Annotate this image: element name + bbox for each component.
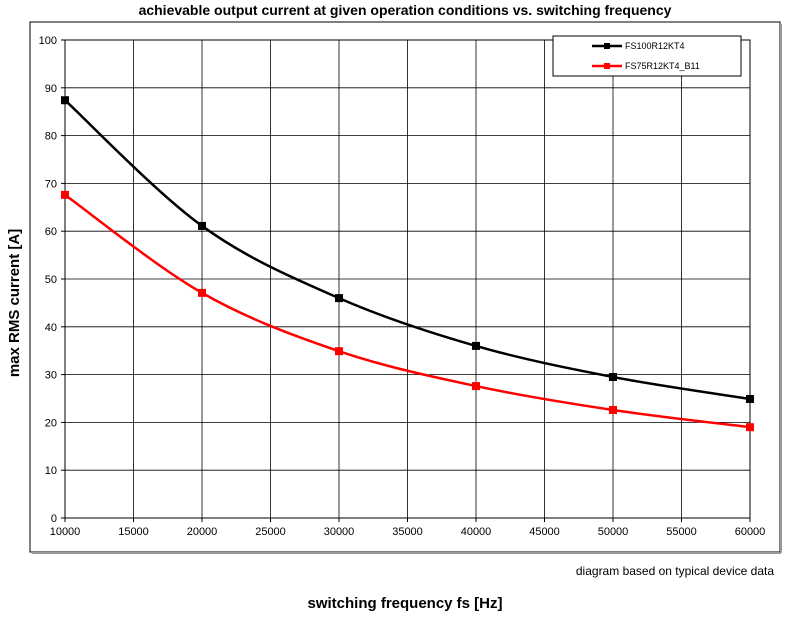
data-point xyxy=(198,221,206,230)
y-tick-label: 70 xyxy=(45,178,57,190)
note: diagram based on typical device data xyxy=(576,564,774,578)
y-tick-label: 20 xyxy=(45,417,57,429)
data-point xyxy=(61,190,69,199)
x-tick-label: 25000 xyxy=(255,526,286,538)
y-tick-label: 40 xyxy=(45,322,57,334)
y-tick-label: 50 xyxy=(45,274,57,286)
chart-title: achievable output current at given opera… xyxy=(139,2,672,18)
x-tick-label: 60000 xyxy=(735,526,766,538)
x-tick-label: 55000 xyxy=(666,526,697,538)
legend: FS100R12KT4 FS75R12KT4_B11 xyxy=(552,35,742,77)
x-tick-label: 15000 xyxy=(118,526,149,538)
x-tick-label: 10000 xyxy=(50,526,81,538)
legend-label-fs75r12kt4-b11: FS75R12KT4_B11 xyxy=(625,61,700,71)
data-point xyxy=(746,394,754,403)
legend-label-fs100r12kt4: FS100R12KT4 xyxy=(625,41,685,51)
x-axis-label: switching frequency fs [Hz] xyxy=(307,595,502,612)
y-tick-label: 90 xyxy=(45,83,57,95)
data-point xyxy=(609,405,617,414)
y-tick-label: 80 xyxy=(45,131,57,143)
series-line-1 xyxy=(64,193,751,429)
x-tick-label: 50000 xyxy=(598,526,629,538)
y-tick-label: 60 xyxy=(45,226,57,238)
data-point xyxy=(335,294,343,303)
y-tick-label: 100 xyxy=(39,35,57,47)
y-axis-label: max RMS current [A] xyxy=(6,229,23,377)
x-tick-label: 45000 xyxy=(529,526,560,538)
data-point xyxy=(472,341,480,350)
x-tick-label: 35000 xyxy=(392,526,423,538)
series-line-0 xyxy=(64,99,751,401)
x-tick-label: 40000 xyxy=(461,526,492,538)
y-tick-label: 30 xyxy=(45,370,57,382)
y-tick-label: 0 xyxy=(51,513,57,525)
y-tick-label: 10 xyxy=(45,465,57,477)
x-tick-label: 20000 xyxy=(187,526,218,538)
data-point xyxy=(335,347,343,356)
data-point xyxy=(61,96,69,105)
data-point xyxy=(609,372,617,381)
data-point xyxy=(746,423,754,432)
x-tick-label: 30000 xyxy=(324,526,355,538)
data-point xyxy=(198,288,206,297)
data-point xyxy=(472,382,480,391)
